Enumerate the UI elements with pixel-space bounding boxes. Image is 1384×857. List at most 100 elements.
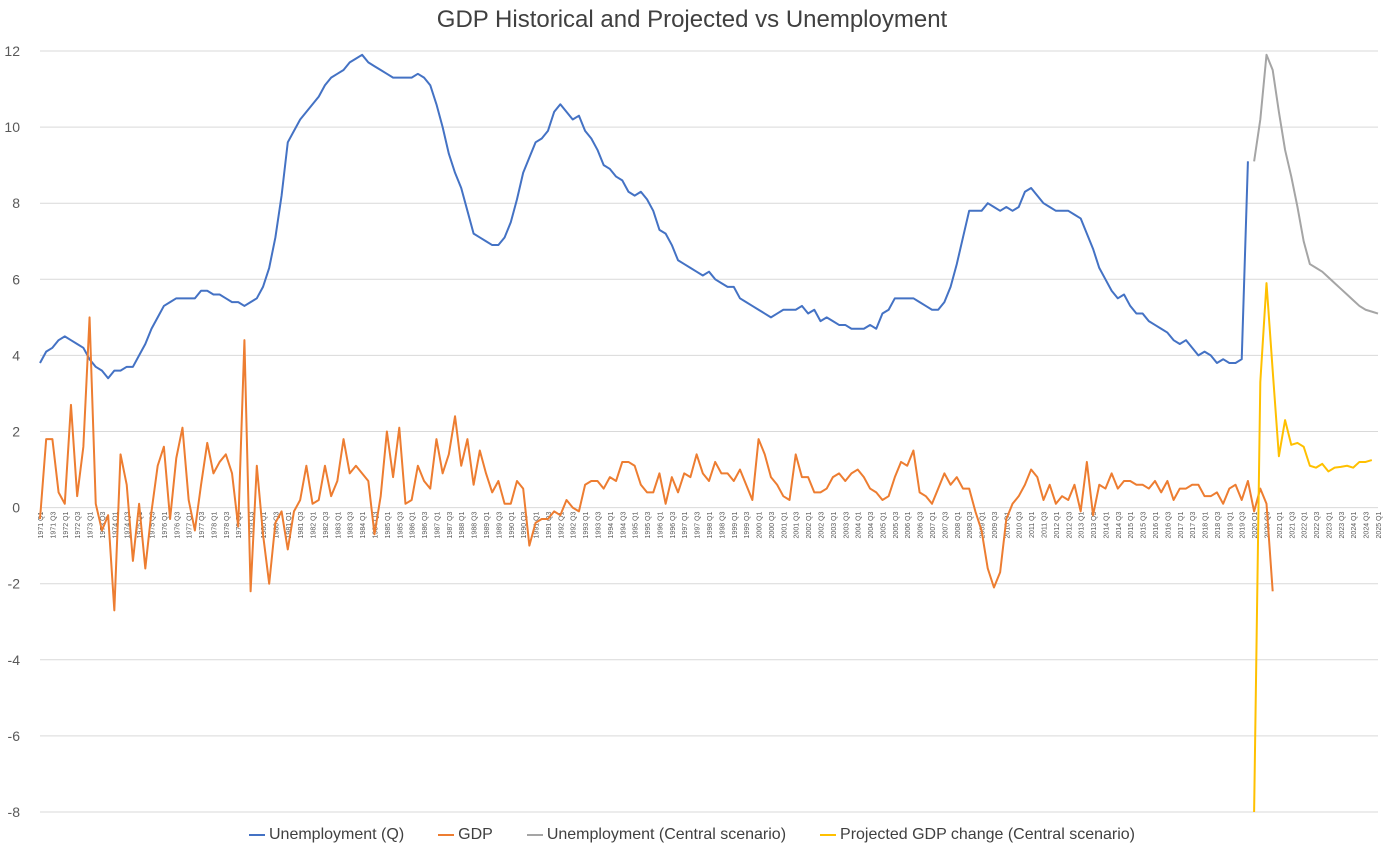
- series-line-3: [1253, 282, 1373, 813]
- x-tick-label: 2017 Q3: [1190, 511, 1197, 538]
- x-tick-label: 1971 Q3: [50, 511, 57, 538]
- x-tick-label: 1971 Q1: [38, 511, 45, 538]
- x-tick-label: 1992 Q1: [558, 511, 565, 538]
- legend-label: Unemployment (Q): [269, 826, 405, 843]
- x-tick-label: 1972 Q3: [75, 511, 82, 538]
- x-tick-label: 2019 Q1: [1227, 511, 1234, 538]
- x-tick-label: 2010 Q1: [1004, 511, 1011, 538]
- x-tick-label: 1978 Q3: [224, 511, 231, 538]
- x-tick-label: 2004 Q3: [868, 511, 875, 538]
- y-tick-label: 6: [12, 271, 20, 287]
- x-tick-label: 2010 Q3: [1017, 511, 1024, 538]
- x-tick-label: 1974 Q3: [125, 511, 132, 538]
- x-tick-label: 1998 Q3: [719, 511, 726, 538]
- x-tick-label: 2024 Q1: [1351, 511, 1358, 538]
- legend-swatch: [820, 834, 837, 836]
- x-tick-label: 2013 Q3: [1091, 511, 1098, 538]
- x-tick-label: 1976 Q3: [174, 511, 181, 538]
- x-tick-label: 1974 Q1: [112, 511, 119, 538]
- x-tick-label: 2012 Q3: [1066, 511, 1073, 538]
- x-tick-label: 2006 Q1: [905, 511, 912, 538]
- y-tick-label: -4: [8, 652, 21, 668]
- x-tick-label: 2006 Q3: [918, 511, 925, 538]
- x-tick-label: 1983 Q3: [348, 511, 355, 538]
- legend: Unemployment (Q) GDP Unemployment (Central…: [0, 826, 1384, 844]
- x-tick-label: 1990 Q1: [509, 511, 516, 538]
- x-tick-label: 1987 Q3: [447, 511, 454, 538]
- y-tick-label: -2: [8, 576, 21, 592]
- x-tick-label: 1980 Q1: [261, 511, 268, 538]
- legend-item: Unemployment (Central scenario): [526, 826, 787, 844]
- legend-item: Projected GDP change (Central scenario): [820, 826, 1135, 844]
- x-tick-label: 2023 Q3: [1339, 511, 1346, 538]
- x-tick-label: 1994 Q1: [608, 511, 615, 538]
- x-tick-label: 1979 Q3: [249, 511, 256, 538]
- x-tick-label: 1995 Q3: [645, 511, 652, 538]
- x-tick-label: 2004 Q1: [856, 511, 863, 538]
- x-tick-label: 1977 Q1: [187, 511, 194, 538]
- legend-item: GDP: [438, 826, 493, 844]
- x-tick-label: 1988 Q1: [459, 511, 466, 538]
- y-tick-label: 8: [12, 195, 20, 211]
- legend-swatch: [526, 834, 543, 836]
- x-tick-label: 1983 Q1: [335, 511, 342, 538]
- x-tick-label: 2001 Q3: [794, 511, 801, 538]
- gridlines: [40, 50, 1378, 813]
- x-tick-label: 2007 Q3: [942, 511, 949, 538]
- x-tick-label: 2011 Q3: [1042, 512, 1049, 538]
- y-tick-label: -6: [8, 728, 21, 744]
- x-tick-label: 1994 Q3: [620, 511, 627, 538]
- x-tick-label: 2022 Q1: [1302, 511, 1309, 538]
- x-tick-label: 2022 Q3: [1314, 511, 1321, 538]
- series-line-2: [1253, 53, 1379, 315]
- x-tick-label: 2021 Q1: [1277, 511, 1284, 538]
- legend-label: Unemployment (Central scenario): [546, 826, 787, 843]
- x-tick-label: 2003 Q3: [843, 511, 850, 538]
- y-tick-label: 0: [12, 500, 20, 516]
- x-tick-label: 1980 Q3: [273, 511, 280, 538]
- y-tick-label: -8: [8, 804, 21, 820]
- x-tick-label: 1979 Q1: [236, 511, 243, 538]
- x-tick-label: 1990 Q3: [521, 511, 528, 538]
- x-tick-label: 1989 Q3: [496, 511, 503, 538]
- x-tick-label: 2021 Q3: [1289, 511, 1296, 538]
- y-tick-label: 2: [12, 424, 20, 440]
- x-tick-label: 2007 Q1: [930, 511, 937, 538]
- legend-label: Projected GDP change (Central scenario): [840, 826, 1135, 843]
- x-tick-label: 2014 Q1: [1103, 511, 1110, 538]
- x-tick-label: 2015 Q1: [1128, 511, 1135, 538]
- x-tick-label: 1986 Q3: [422, 511, 429, 538]
- x-tick-label: 2005 Q1: [880, 511, 887, 538]
- chart-title: GDP Historical and Projected vs Unemploy…: [436, 6, 948, 33]
- series-lines: [39, 53, 1379, 813]
- x-tick-label: 1999 Q1: [732, 511, 739, 538]
- x-tick-label: 2014 Q3: [1116, 511, 1123, 538]
- legend-label: GDP: [458, 826, 493, 843]
- x-tick-label: 2009 Q1: [980, 511, 987, 538]
- x-tick-label: 2018 Q3: [1215, 511, 1222, 538]
- x-tick-label: 1989 Q1: [484, 511, 491, 538]
- x-tick-label: 1981 Q1: [286, 511, 293, 538]
- x-tick-label: 1996 Q1: [657, 511, 664, 538]
- y-axis-ticks: -8 -6 -4 -2 0 2 4 6 8 10 12: [4, 43, 20, 820]
- x-tick-label: 2020 Q1: [1252, 511, 1259, 538]
- x-tick-label: 1978 Q1: [211, 511, 218, 538]
- x-tick-label: 2013 Q1: [1079, 511, 1086, 538]
- x-tick-label: 2016 Q3: [1165, 511, 1172, 538]
- x-tick-label: 2009 Q3: [992, 511, 999, 538]
- series-line-0: [39, 53, 1249, 380]
- x-tick-label: 1998 Q1: [707, 511, 714, 538]
- x-tick-label: 2016 Q1: [1153, 511, 1160, 538]
- x-tick-label: 1997 Q1: [682, 511, 689, 538]
- x-tick-label: 1995 Q1: [633, 511, 640, 538]
- x-tick-label: 1988 Q3: [472, 511, 479, 538]
- x-tick-label: 2008 Q1: [955, 511, 962, 538]
- x-tick-label: 1993 Q1: [583, 511, 590, 538]
- x-tick-label: 2005 Q3: [893, 511, 900, 538]
- x-tick-label: 1976 Q1: [162, 511, 169, 538]
- x-tick-label: 1972 Q1: [63, 511, 70, 538]
- x-tick-label: 1996 Q3: [670, 511, 677, 538]
- x-tick-label: 1977 Q3: [199, 511, 206, 538]
- x-tick-label: 1985 Q3: [397, 511, 404, 538]
- x-tick-label: 1986 Q1: [410, 511, 417, 538]
